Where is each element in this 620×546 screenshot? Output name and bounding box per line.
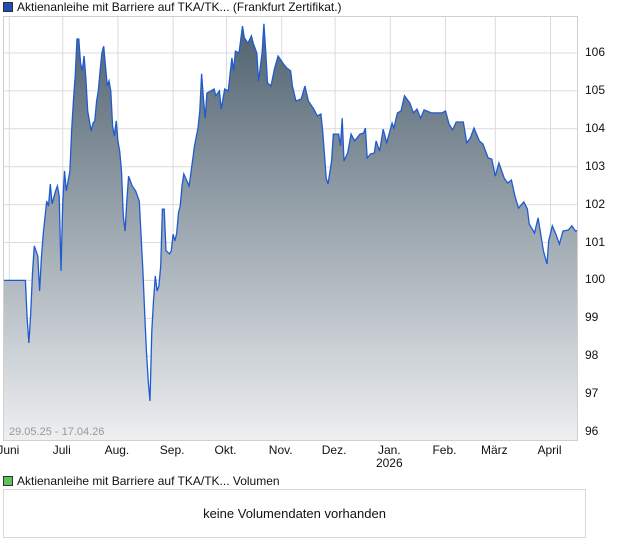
price-chart[interactable]	[3, 16, 578, 441]
x-tick-month: Juni	[0, 443, 20, 457]
y-tick-label: 98	[585, 348, 599, 363]
y-tick-label: 99	[585, 310, 599, 325]
price-line	[4, 23, 577, 401]
x-tick-label: Okt.	[215, 444, 237, 457]
y-tick-label: 103	[585, 158, 606, 173]
y-tick-label: 106	[585, 45, 606, 59]
x-tick-label: Jan. 2026	[376, 444, 403, 470]
x-tick-year: 2026	[375, 456, 403, 470]
x-tick-label: Juni	[0, 444, 19, 457]
x-tick-label: Dez.	[322, 444, 347, 457]
price-legend: Aktienanleihe mit Barriere auf TKA/TK...…	[3, 0, 342, 14]
date-range-label: 29.05.25 - 17.04.26	[9, 426, 105, 438]
x-tick-month: März	[480, 443, 508, 457]
x-tick-month: Nov.	[268, 443, 293, 457]
y-tick-label: 100	[585, 272, 606, 287]
x-tick-month: Aug.	[104, 443, 130, 457]
volume-legend-label: Aktienanleihe mit Barriere auf TKA/TK...…	[17, 473, 280, 488]
x-tick-month: April	[537, 443, 562, 457]
y-tick-label: 96	[585, 424, 599, 438]
x-tick-label: April	[538, 444, 562, 457]
x-tick-month: Jan.	[377, 443, 401, 457]
x-tick-label: Juli	[53, 444, 71, 457]
volume-chart: keine Volumendaten vorhanden	[3, 489, 586, 538]
x-tick-month: Sep.	[159, 443, 185, 457]
no-volume-message: keine Volumendaten vorhanden	[203, 506, 386, 521]
y-tick-label: 105	[585, 82, 606, 97]
x-tick-label: März	[481, 444, 508, 457]
y-tick-label: 104	[585, 120, 606, 135]
x-tick-month: Dez.	[321, 443, 347, 457]
x-tick-label: Feb.	[432, 444, 456, 457]
y-tick-label: 101	[585, 234, 606, 249]
price-chart-svg	[4, 17, 577, 440]
x-tick-label: Nov.	[269, 444, 293, 457]
x-tick-month: Feb.	[432, 443, 457, 457]
volume-legend: Aktienanleihe mit Barriere auf TKA/TK...…	[3, 473, 280, 488]
y-tick-label: 102	[585, 196, 606, 211]
y-tick-label: 97	[585, 386, 599, 401]
price-legend-label: Aktienanleihe mit Barriere auf TKA/TK...…	[17, 0, 342, 14]
x-tick-month: Okt.	[214, 443, 237, 457]
x-tick-label: Sep.	[160, 444, 185, 457]
x-tick-label: Aug.	[105, 444, 130, 457]
price-legend-swatch	[3, 1, 13, 12]
volume-legend-swatch	[3, 475, 13, 486]
price-area	[4, 23, 577, 440]
x-tick-month: Juli	[52, 443, 71, 457]
